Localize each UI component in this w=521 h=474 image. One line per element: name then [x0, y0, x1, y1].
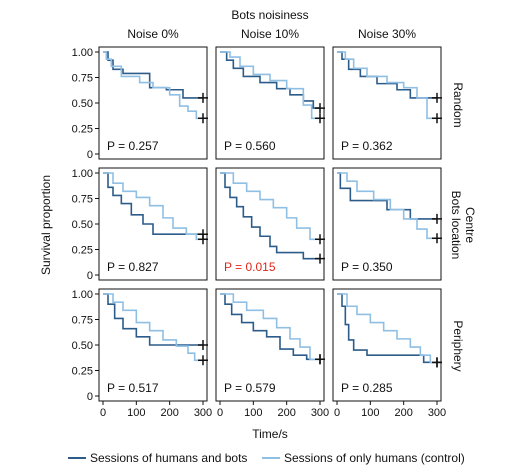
- panel-frame: [332, 288, 442, 402]
- censor-mark: [198, 340, 208, 350]
- x-tick-label: 200: [160, 407, 178, 419]
- panel-random-noise-10: P = 0.560: [215, 46, 325, 160]
- y-tick-label: 0.75: [72, 194, 93, 206]
- y-tick-label: 0: [87, 149, 93, 161]
- y-tick-label: 0.75: [72, 73, 93, 85]
- censor-mark: [315, 113, 325, 124]
- panel-centre-noise-0: 1.00 0.75 0.50 0.25 0 P = 0.827: [72, 167, 208, 282]
- series-humans-only-panel-centre-noise-10: [220, 172, 320, 241]
- x-tick-label: 100: [244, 407, 262, 419]
- legend: Sessions of humans and bots Sessions of …: [68, 451, 465, 465]
- p-value-label: P = 0.560: [224, 139, 276, 153]
- x-tick-label: 200: [394, 407, 412, 419]
- y-tick-label: 0.75: [72, 315, 93, 327]
- censor-mark: [198, 234, 208, 245]
- censor-mark: [315, 354, 325, 365]
- y-tick-label: 1.00: [72, 47, 93, 59]
- series-humans-only-panel-random-noise-10: [220, 51, 320, 120]
- series-humans-only-panel-centre-noise-30: [337, 172, 437, 240]
- y-tick-label: 0.25: [72, 366, 93, 378]
- y-tick-label: 0.50: [72, 219, 93, 231]
- panel-centre-noise-10: P = 0.015: [215, 167, 325, 281]
- censor-mark: [198, 113, 208, 124]
- censor-mark: [432, 233, 442, 244]
- panel-periphery-noise-0: 1.00 0.75 0.50 0.25 00 100 200 300 P = 0.517: [72, 288, 212, 419]
- y-tick-label: 0: [87, 270, 93, 282]
- panel-periphery-noise-30: 0 100 200 300 P = 0.285: [332, 288, 446, 419]
- panel-frame: [332, 46, 442, 160]
- x-tick-label: 300: [428, 407, 446, 419]
- x-tick-label: 100: [127, 407, 145, 419]
- p-value-label: P = 0.362: [341, 139, 393, 153]
- series-humans-bots-panel-periphery-noise-0: [103, 293, 203, 346]
- panel-frame: [215, 46, 325, 160]
- y-axis-label: Survival proportion: [39, 175, 53, 275]
- x-axis-label: Time/s: [252, 427, 288, 441]
- y-tick-label: 0.25: [72, 124, 93, 136]
- censor-mark: [198, 355, 208, 366]
- censor-mark: [315, 103, 325, 114]
- x-tick-label: 0: [217, 407, 223, 419]
- series-humans-only-panel-centre-noise-0: [103, 172, 203, 241]
- p-value-label: P = 0.257: [107, 139, 159, 153]
- row-group-title: Bots location: [449, 191, 463, 260]
- column-title-noise-10: Noise 10%: [241, 27, 299, 41]
- panel-centre-noise-30: P = 0.350: [332, 167, 442, 281]
- row-label-centre: Centre: [463, 207, 477, 243]
- row-label-random: Random: [451, 82, 465, 127]
- x-tick-label: 200: [277, 407, 295, 419]
- p-value-label: P = 0.579: [224, 381, 276, 395]
- panel-grid: 1.00 0.75 0.50 0.25 0 P = 0.257 P = 0.560 P = 0…: [72, 46, 446, 419]
- y-tick-label: 0.50: [72, 340, 93, 352]
- y-tick-label: 1.00: [72, 168, 93, 180]
- panel-frame: [332, 167, 442, 281]
- series-humans-bots-panel-periphery-noise-10: [220, 293, 320, 361]
- panel-frame: [215, 288, 325, 402]
- x-tick-label: 0: [100, 407, 106, 419]
- y-tick-label: 0: [87, 391, 93, 403]
- series-humans-bots-panel-centre-noise-10: [220, 172, 320, 260]
- x-tick-label: 300: [194, 407, 212, 419]
- series-humans-only-panel-periphery-noise-30: [337, 293, 437, 364]
- p-value-label: P = 0.015: [224, 260, 276, 274]
- censor-mark: [432, 92, 442, 103]
- censor-mark: [315, 253, 325, 264]
- top-title: Bots noisiness: [231, 8, 308, 22]
- series-humans-bots-panel-centre-noise-0: [103, 172, 203, 235]
- series-humans-only-panel-periphery-noise-0: [103, 293, 203, 362]
- series-humans-bots-panel-periphery-noise-30: [337, 293, 437, 364]
- panel-random-noise-0: 1.00 0.75 0.50 0.25 0 P = 0.257: [72, 46, 208, 161]
- panel-periphery-noise-10: 0 100 200 300 P = 0.579: [215, 288, 329, 419]
- censor-mark: [432, 213, 442, 224]
- y-tick-label: 0.25: [72, 245, 93, 257]
- censor-mark: [198, 92, 208, 103]
- censor-mark: [315, 234, 325, 245]
- series-humans-only-panel-random-noise-0: [103, 51, 203, 120]
- panel-random-noise-30: P = 0.362: [332, 46, 442, 160]
- x-tick-label: 100: [361, 407, 379, 419]
- series-humans-only-panel-periphery-noise-10: [220, 293, 320, 361]
- x-tick-label: 300: [311, 407, 329, 419]
- censor-mark: [432, 113, 442, 124]
- column-title-noise-0: Noise 0%: [127, 27, 179, 41]
- x-tick-label: 0: [334, 407, 340, 419]
- p-value-label: P = 0.350: [341, 260, 393, 274]
- column-title-noise-30: Noise 30%: [358, 27, 416, 41]
- panel-frame: [215, 167, 325, 281]
- y-tick-label: 0.50: [72, 98, 93, 110]
- p-value-label: P = 0.285: [341, 381, 393, 395]
- p-value-label: P = 0.517: [107, 381, 159, 395]
- legend-label-humans-only: Sessions of only humans (control): [284, 451, 465, 465]
- series-humans-bots-panel-random-noise-0: [103, 51, 203, 99]
- p-value-label: P = 0.827: [107, 260, 159, 274]
- series-humans-bots-panel-random-noise-10: [220, 51, 320, 109]
- y-tick-label: 1.00: [72, 289, 93, 301]
- legend-label-humans-bots: Sessions of humans and bots: [90, 451, 247, 465]
- series-humans-only-panel-random-noise-30: [337, 51, 437, 120]
- censor-mark: [432, 357, 442, 368]
- series-humans-bots-panel-centre-noise-30: [337, 172, 437, 220]
- row-label-periphery: Periphery: [451, 320, 465, 371]
